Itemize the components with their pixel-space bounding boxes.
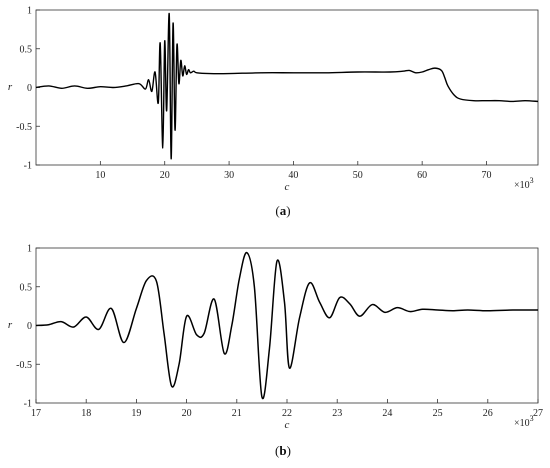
x-multiplier-b: ×103 bbox=[514, 414, 534, 429]
y-tick-label-a: -1 bbox=[24, 161, 32, 172]
x-axis-label-b: c bbox=[285, 419, 290, 431]
x-tick-label-b: 17 bbox=[31, 408, 41, 419]
y-tick-label-a: 0.5 bbox=[20, 44, 33, 55]
x-tick-label-b: 20 bbox=[182, 408, 192, 419]
caption-letter-a: a bbox=[280, 203, 287, 218]
x-tick-label-a: 70 bbox=[482, 170, 492, 181]
y-tick-label-b: 1 bbox=[27, 244, 32, 255]
y-tick-label-a: 0 bbox=[27, 83, 32, 94]
x-axis-label-a: c bbox=[285, 181, 290, 193]
x-tick-label-b: 25 bbox=[433, 408, 443, 419]
x-tick-label-a: 10 bbox=[95, 170, 105, 181]
x-tick-label-a: 30 bbox=[224, 170, 234, 181]
series-line-b bbox=[35, 251, 539, 400]
x-tick-label-a: 40 bbox=[288, 170, 298, 181]
x-multiplier-base-b: ×10 bbox=[514, 418, 530, 429]
x-tick-label-b: 21 bbox=[232, 408, 242, 419]
x-tick-label-b: 18 bbox=[81, 408, 91, 419]
x-multiplier-exp-a: 3 bbox=[530, 176, 534, 185]
x-tick-label-a: 50 bbox=[353, 170, 363, 181]
x-tick-label-b: 22 bbox=[282, 408, 292, 419]
series-line-a bbox=[35, 13, 539, 160]
x-tick-label-b: 23 bbox=[332, 408, 342, 419]
y-tick-label-a: 1 bbox=[27, 6, 32, 17]
caption-b: (b) bbox=[275, 443, 291, 458]
y-ticks-a: -1 -0.5 0 0.5 1 bbox=[16, 6, 40, 172]
panel-b: 17 18 19 20 21 22 23 24 25 26 27 -1 -0.5 0 0.5 1 c r ×… bbox=[8, 244, 543, 459]
y-tick-label-b: -1 bbox=[24, 399, 32, 410]
x-tick-label-b: 24 bbox=[382, 408, 392, 419]
x-ticks-a: 10 20 30 40 50 60 70 bbox=[95, 161, 492, 181]
plot-area-b bbox=[35, 247, 539, 404]
x-tick-label-a: 20 bbox=[160, 170, 170, 181]
x-multiplier-a: ×103 bbox=[514, 176, 534, 191]
y-ticks-b: -1 -0.5 0 0.5 1 bbox=[16, 244, 40, 410]
caption-letter-b: b bbox=[279, 443, 286, 458]
x-tick-label-b: 27 bbox=[533, 408, 543, 419]
x-ticks-b: 17 18 19 20 21 22 23 24 25 26 27 bbox=[31, 399, 543, 419]
y-tick-label-a: -0.5 bbox=[16, 122, 32, 133]
caption-a: (a) bbox=[275, 203, 290, 218]
y-axis-label-a: r bbox=[8, 81, 13, 93]
x-multiplier-base-a: ×10 bbox=[514, 180, 530, 191]
x-tick-label-b: 26 bbox=[483, 408, 493, 419]
y-axis-label-b: r bbox=[8, 319, 13, 331]
y-tick-label-b: 0 bbox=[27, 321, 32, 332]
y-tick-label-b: 0.5 bbox=[20, 282, 33, 293]
panel-a: 10 20 30 40 50 60 70 -1 -0.5 0 0.5 1 c r ×103 (a) bbox=[8, 6, 539, 218]
x-tick-label-a: 60 bbox=[417, 170, 427, 181]
y-tick-label-b: -0.5 bbox=[16, 360, 32, 371]
x-tick-label-b: 19 bbox=[131, 408, 141, 419]
x-multiplier-exp-b: 3 bbox=[530, 414, 534, 423]
